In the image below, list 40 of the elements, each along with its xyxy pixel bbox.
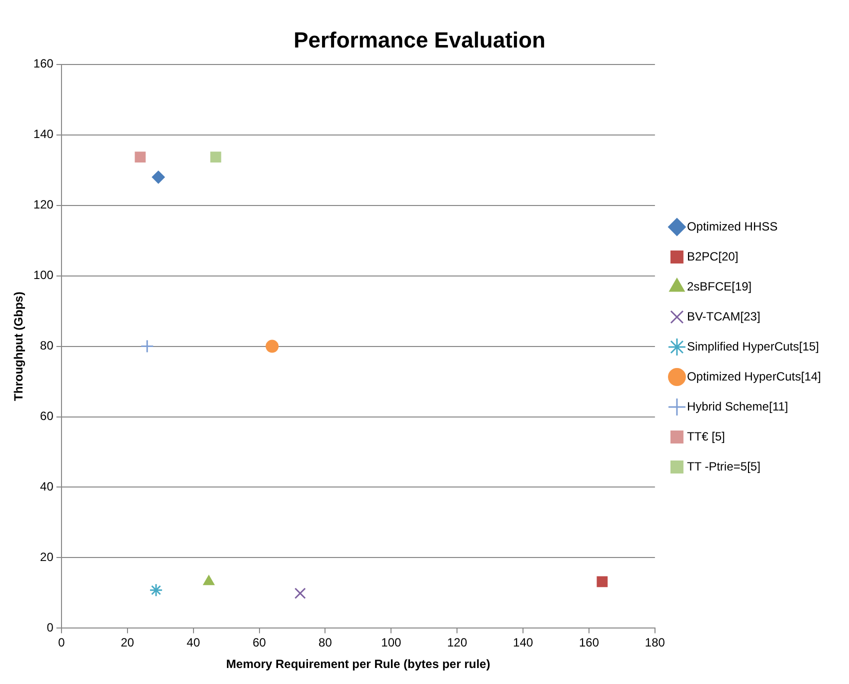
point [152,170,165,184]
x-tick-label: 0 [58,636,66,650]
x-tick-label: 40 [186,636,200,650]
point [210,152,222,163]
x-tick-label: 160 [578,636,600,650]
point [140,340,154,354]
point [149,583,163,597]
y-tick-label: 80 [40,338,54,353]
x-tick-label: 180 [644,636,666,650]
x-tick-label: 100 [381,636,402,650]
legend-label: BV-TCAM[23] [686,309,760,324]
legend-label: B2PC[20] [686,249,738,264]
x-tick-label: 140 [513,636,534,650]
y-tick-label: 140 [33,127,54,142]
point [134,152,146,163]
x-tick-label: 80 [318,636,332,650]
y-tick-label: 40 [40,480,54,494]
point [266,340,279,353]
y-tick-label: 20 [40,550,54,564]
y-tick-label: 120 [33,198,54,212]
x-tick-label: 20 [120,636,134,650]
y-tick-label: 0 [46,620,54,635]
y-tick-label: 100 [33,268,54,282]
y-axis-title: Throughput (Gbps) [12,292,26,401]
point [294,588,306,600]
y-tick-label: 60 [40,409,54,424]
legend-label: TT€ [5] [686,429,725,444]
y-tick-label: 160 [33,56,54,71]
chart-title: Performance Evaluation [294,27,546,52]
point [596,576,608,588]
legend-label: 2sBFCE[19] [686,279,752,294]
x-axis-title: Memory Requirement per Rule (bytes per rule) [226,657,490,672]
legend-label: Simplified HyperCuts[15] [686,339,820,354]
legend-label: Optimized HHSS [686,219,778,234]
legend-label: TT -Ptrie=5[5] [686,459,760,474]
x-tick-label: 60 [252,636,266,650]
point [203,575,215,586]
legend-label: Optimized HyperCuts[14] [686,369,822,384]
x-tick-label: 120 [447,636,468,650]
legend-label: Hybrid Scheme[11] [686,399,788,414]
